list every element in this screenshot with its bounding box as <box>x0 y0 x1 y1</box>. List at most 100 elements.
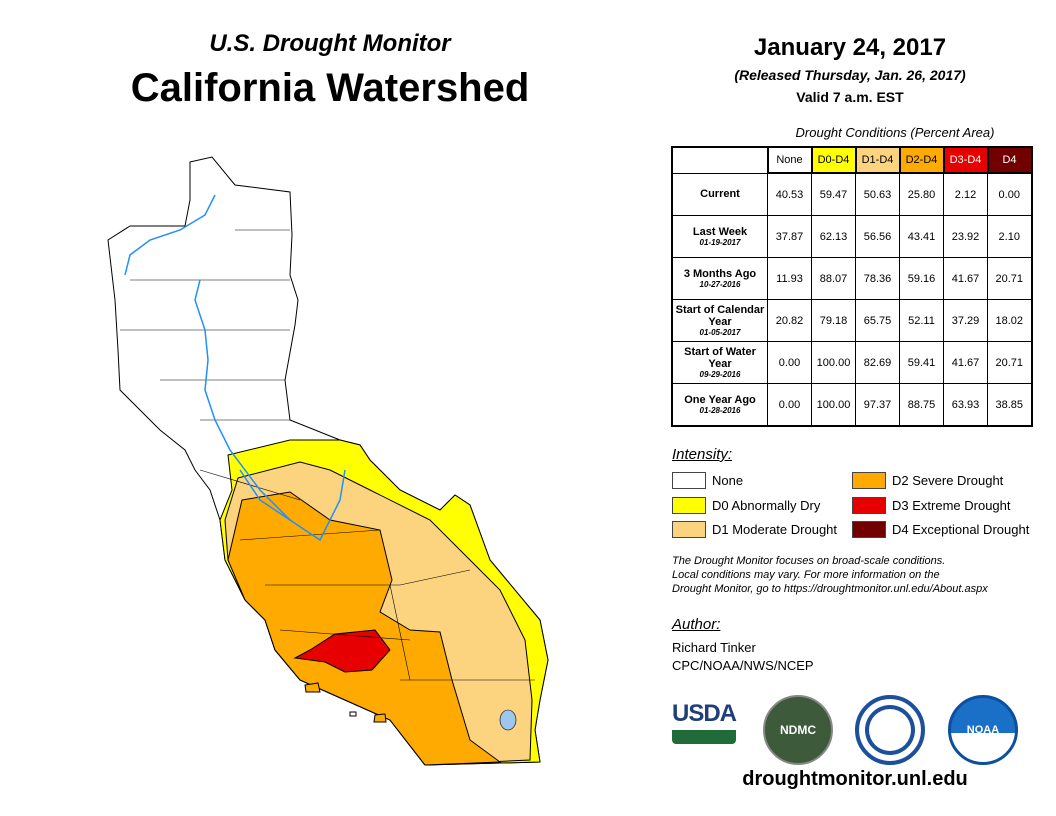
table-cell: 25.80 <box>899 172 944 216</box>
table-cell: 23.92 <box>943 215 988 258</box>
row-label-text: Start of Calendar Year <box>675 304 765 328</box>
table-cell: 50.63 <box>855 172 900 216</box>
legend-item: D0 Abnormally Dry <box>672 497 820 514</box>
disclaimer: The Drought Monitor focuses on broad-sca… <box>672 554 1042 596</box>
table-cell: 41.67 <box>943 257 988 300</box>
table-cell: 37.87 <box>767 215 812 258</box>
row-label: Last Week 01-19-2017 <box>671 215 768 258</box>
legend-label: D1 Moderate Drought <box>712 522 838 537</box>
legend-label: D0 Abnormally Dry <box>712 498 821 513</box>
row-date: 01-19-2017 <box>699 238 741 247</box>
table-cell: 88.75 <box>899 383 944 427</box>
legend-swatch <box>852 497 886 514</box>
column-header: D0-D4 <box>810 146 857 174</box>
legend-title: Intensity: <box>672 446 733 463</box>
table-header: None D0-D4 D1-D4 D2-D4 D3-D4 D4 <box>672 146 1033 174</box>
commerce-seal-logo <box>855 695 925 765</box>
table-cell: 88.07 <box>811 257 856 300</box>
legend-label: None <box>712 473 744 488</box>
table-cell: 38.85 <box>987 383 1032 427</box>
legend-swatch <box>852 521 886 538</box>
table-cell: 0.00 <box>767 341 812 384</box>
table-cell: 40.53 <box>767 172 812 216</box>
supertitle: U.S. Drought Monitor <box>209 30 451 57</box>
table-cell: 18.02 <box>987 299 1032 342</box>
legend-label: D2 Severe Drought <box>892 473 1004 488</box>
table-cell: 65.75 <box>855 299 900 342</box>
table-cell: 59.47 <box>811 172 856 216</box>
legend-item: None <box>672 472 743 489</box>
author-name: Richard Tinker <box>672 640 756 655</box>
legend-item: D1 Moderate Drought <box>672 521 837 538</box>
map-date: January 24, 2017 <box>753 34 947 61</box>
table-row: Start of Water Year 09-29-2016 0.00 100.00 8… <box>671 341 1032 384</box>
table-cell: 41.67 <box>943 341 988 384</box>
table-cell: 11.93 <box>767 257 812 300</box>
row-label: Start of Calendar Year 01-05-2017 <box>671 299 768 342</box>
table-cell: 78.36 <box>855 257 900 300</box>
row-date: 09-29-2016 <box>699 370 741 379</box>
map-title: California Watershed <box>130 66 530 110</box>
row-label-text: Current <box>700 188 740 201</box>
legend-label: D3 Extreme Drought <box>892 498 1011 513</box>
note-line: The Drought Monitor focuses on broad-sca… <box>672 555 946 567</box>
footer-url[interactable]: droughtmonitor.unl.edu <box>742 768 968 790</box>
table-cell: 2.10 <box>987 215 1032 258</box>
rivers <box>124 194 346 542</box>
row-label: Current <box>671 172 768 216</box>
row-label-text: 3 Months Ago <box>683 268 757 280</box>
legend-swatch <box>672 521 706 538</box>
legend-label: D4 Exceptional Drought <box>892 522 1030 537</box>
table-cell: 20.71 <box>987 341 1032 384</box>
legend-swatch <box>672 497 706 514</box>
row-label: One Year Ago 01-28-2016 <box>671 383 768 427</box>
row-date: 01-28-2016 <box>699 406 741 415</box>
noaa-logo: NOAA <box>948 695 1018 765</box>
column-header: D1-D4 <box>854 146 901 174</box>
release-date: (Released Thursday, Jan. 26, 2017) <box>734 67 966 83</box>
conditions-table: None D0-D4 D1-D4 D2-D4 D3-D4 D4 Current 40.53 5… <box>671 146 1033 427</box>
column-header: None <box>766 146 813 174</box>
table-cell: 63.93 <box>943 383 988 427</box>
table-row: Start of Calendar Year 01-05-2017 20.82 79.… <box>671 299 1032 342</box>
note-line: Local conditions may vary. For more info… <box>672 569 940 581</box>
watershed-map <box>107 156 549 766</box>
island <box>349 711 357 717</box>
table-row: Current 40.53 59.47 50.63 25.80 2.12 0.00 <box>671 172 1032 216</box>
table-cell: 52.11 <box>899 299 944 342</box>
column-header: D3-D4 <box>942 146 989 174</box>
table-cell: 2.12 <box>943 172 988 216</box>
table-row: Last Week 01-19-2017 37.87 62.13 56.56 43.41 2… <box>671 215 1032 258</box>
table-cell: 0.00 <box>987 172 1032 216</box>
row-date: 10-27-2016 <box>699 280 741 289</box>
island <box>304 682 321 693</box>
valid-time: Valid 7 a.m. EST <box>796 89 904 105</box>
region-d3 <box>293 629 391 673</box>
row-label-text: One Year Ago <box>684 394 756 406</box>
table-cell: 59.41 <box>899 341 944 384</box>
row-label-text: Last Week <box>692 226 748 238</box>
legend-swatch <box>852 472 886 489</box>
table-cell: 82.69 <box>855 341 900 384</box>
table-cell: 59.16 <box>899 257 944 300</box>
author-org: CPC/NOAA/NWS/NCEP <box>672 658 814 673</box>
table-cell: 100.00 <box>811 341 856 384</box>
legend-swatch <box>672 472 706 489</box>
table-cell: 43.41 <box>899 215 944 258</box>
column-header: D4 <box>986 146 1033 174</box>
table-cell: 56.56 <box>855 215 900 258</box>
table-cell: 20.71 <box>987 257 1032 300</box>
table-row: 3 Months Ago 10-27-2016 11.93 88.07 78.36 59.… <box>671 257 1032 300</box>
table-cell: 79.18 <box>811 299 856 342</box>
table-cell: 20.82 <box>767 299 812 342</box>
table-row: One Year Ago 01-28-2016 0.00 100.00 97.37 88.… <box>671 383 1032 427</box>
note-line: Drought Monitor, go to https://droughtmo… <box>672 583 988 595</box>
row-date: 01-05-2017 <box>699 328 741 337</box>
ndmc-logo: NDMC <box>763 695 833 765</box>
region-d2 <box>227 491 502 766</box>
usda-logo: USDA <box>672 700 737 748</box>
salton-sea <box>499 709 517 731</box>
table-cell: 100.00 <box>811 383 856 427</box>
column-header: D2-D4 <box>898 146 945 174</box>
